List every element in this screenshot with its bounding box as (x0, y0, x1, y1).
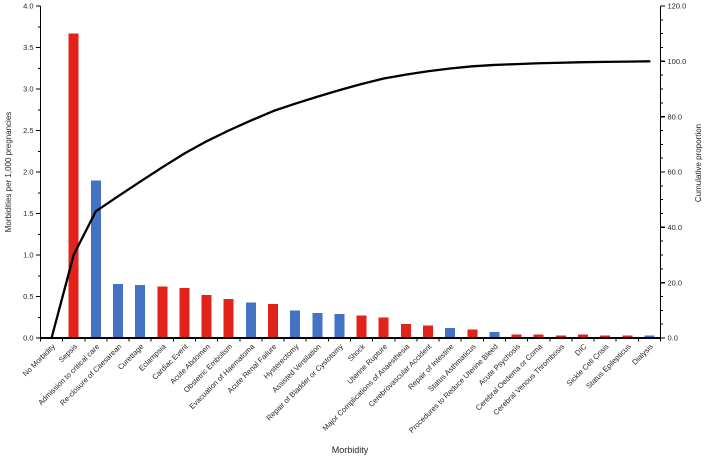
bar-red (223, 298, 234, 338)
y-left-tick-label: 0.0 (23, 334, 33, 343)
bar-blue (489, 332, 500, 338)
bar-blue (135, 284, 146, 338)
y-right-tick-label: 60.0 (668, 168, 683, 177)
y-left-tick-label: 2.0 (23, 168, 33, 177)
bar-red (400, 323, 411, 338)
bar-red (201, 294, 212, 338)
bar-blue (312, 313, 323, 338)
left-axis-title: Morbidities per 1,000 pregnancies (4, 112, 13, 233)
bar-red (356, 315, 367, 338)
y-left-tick-label: 4.0 (23, 2, 33, 11)
y-right-tick-label: 120.0 (668, 2, 687, 11)
y-left-tick-label: 1.0 (23, 251, 33, 260)
bar-blue (644, 335, 655, 338)
y-left-tick-label: 3.0 (23, 85, 33, 94)
bar-blue (113, 284, 123, 338)
bar-blue (290, 310, 301, 338)
category-label: No Morbidity (21, 342, 57, 378)
bar-red (179, 288, 190, 338)
bar-blue (90, 180, 101, 338)
y-left-tick-label: 0.5 (23, 292, 33, 301)
bar-red (578, 334, 588, 338)
y-right-tick-label: 80.0 (668, 112, 683, 121)
bar-red (511, 334, 522, 338)
bar-red (555, 335, 566, 338)
bar-red (268, 303, 278, 338)
bar-blue (334, 313, 345, 338)
bar-red (622, 335, 633, 338)
bar-red (467, 329, 478, 338)
bar-blue (445, 328, 456, 338)
y-right-tick-label: 0.0 (668, 334, 678, 343)
bar-red (68, 33, 79, 338)
bar-red (533, 334, 544, 338)
plot-area: 0.0 0.5 1.0 1.5 2.0 2.5 3.0 3.5 4.0 0.0 20.0 40.0 60… (21, 2, 686, 435)
y-right-tick-label: 100.0 (668, 57, 687, 66)
y-left-tick-label: 1.5 (23, 209, 33, 218)
y-left-tick-label: 3.5 (23, 43, 33, 52)
bar-blue (245, 302, 256, 338)
x-axis-title: Morbidity (332, 445, 369, 455)
bar-red (378, 317, 389, 338)
right-axis-title: Cumulative proportion (694, 124, 703, 202)
bar-red (600, 335, 611, 338)
cumulative-line (50, 60, 651, 340)
y-left-tick-label: 2.5 (23, 126, 33, 135)
category-label: DIC (573, 342, 589, 358)
bar-red (423, 325, 433, 338)
y-right-tick-label: 40.0 (668, 223, 683, 232)
y-right-tick-label: 20.0 (668, 278, 683, 287)
bar-red (157, 286, 168, 338)
category-label: Dialysis (630, 342, 655, 367)
